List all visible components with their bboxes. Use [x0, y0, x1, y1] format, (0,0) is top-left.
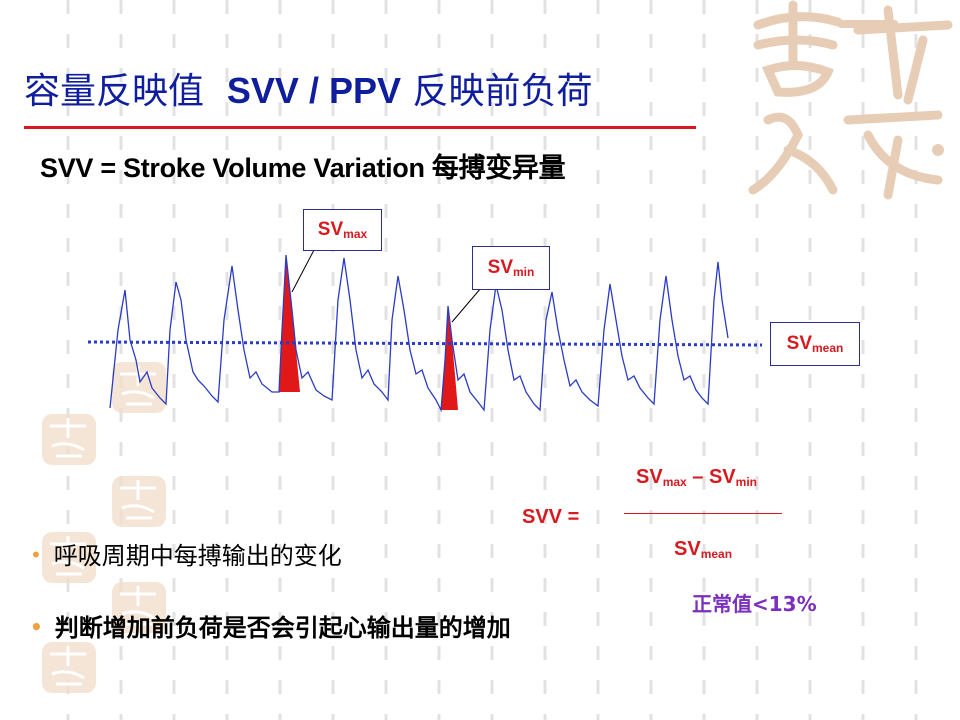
- svmin-label: SVmin: [472, 246, 550, 290]
- bullet-dot-icon: •: [30, 543, 42, 567]
- watermark-stamp: [112, 582, 166, 633]
- bullet-dot-icon: •: [30, 615, 43, 639]
- bullet-item: • 呼吸周期中每搏输出的变化: [30, 542, 342, 570]
- title-suffix: 反映前负荷: [412, 71, 593, 112]
- normal-value-note: 正常值<13%: [692, 592, 817, 616]
- watermark-logo: [748, 0, 953, 200]
- subtitle: SVV = Stroke Volume Variation 每搏变异量: [40, 153, 566, 183]
- watermark-stamp: [112, 476, 166, 527]
- watermark-stamp: [42, 414, 96, 465]
- pulse-trace: [109, 254, 729, 413]
- formula-numerator: SVmax – SVmin: [636, 466, 757, 489]
- formula-denominator: SVmean: [674, 538, 733, 561]
- title-prefix: 容量反映值: [24, 71, 205, 112]
- title-underline: [24, 126, 696, 129]
- svmax-label: SVmax: [303, 209, 382, 251]
- page-title: 容量反映值 SVV / PPV 反映前负荷: [24, 62, 592, 114]
- svmin-callout-line: [451, 287, 482, 323]
- svmax-callout-line: [291, 249, 315, 293]
- title-metric: SVV / PPV: [226, 70, 401, 111]
- formula-lhs: SVV =: [522, 506, 580, 528]
- watermark-stamp: [42, 532, 96, 583]
- svmean-line: [87, 340, 763, 347]
- formula-fraction-bar: [624, 513, 782, 514]
- bullet-item: • 判断增加前负荷是否会引起心输出量的增加: [30, 614, 511, 642]
- watermark-stamp: [42, 642, 96, 693]
- svmean-label: SVmean: [770, 322, 860, 366]
- svmin-highlight-area: [441, 306, 458, 410]
